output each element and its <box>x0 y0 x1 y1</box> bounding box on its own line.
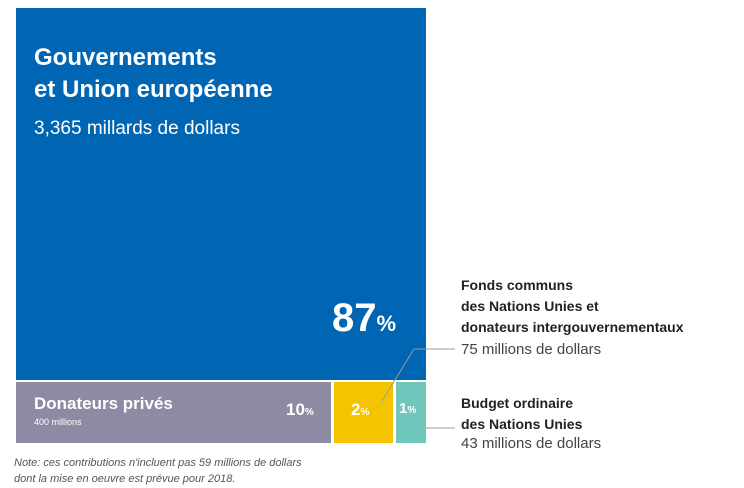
segment-pooled-funds <box>334 382 393 443</box>
footnote-line-2: dont la mise en oeuvre est prévue pour 2… <box>14 473 236 485</box>
percent-symbol: % <box>360 407 370 418</box>
pooled-funds-label: Fonds communs des Nations Unies et donat… <box>461 275 684 338</box>
regular-budget-percent: 1% <box>399 400 416 417</box>
governments-percent-value: 87 <box>332 296 377 340</box>
regular-budget-label-line-2: des Nations Unies <box>461 416 583 432</box>
percent-symbol: % <box>304 407 314 418</box>
regular-budget-amount: 43 millions de dollars <box>461 435 602 452</box>
private-donors-percent-value: 10 <box>286 400 305 419</box>
footnote-line-1: Note: ces contributions n'incluent pas 5… <box>14 457 302 469</box>
pooled-funds-label-line-1: Fonds communs <box>461 277 574 293</box>
regular-budget-percent-value: 1 <box>399 400 408 417</box>
governments-amount: 3,365 millards de dollars <box>34 118 240 139</box>
private-donors-amount: 400 millions <box>34 417 82 427</box>
pooled-funds-label-line-2: des Nations Unies et <box>461 298 599 314</box>
governments-label-line-1: Gouvernements <box>34 44 217 71</box>
pooled-funds-label-line-3: donateurs intergouvernementaux <box>461 319 684 335</box>
governments-label-line-2: et Union européenne <box>34 76 273 103</box>
governments-percent: 87% <box>332 296 396 341</box>
pooled-funds-leader-line <box>381 348 455 402</box>
segment-regular-budget <box>396 382 426 443</box>
percent-symbol: % <box>407 405 417 416</box>
segment-governments <box>16 8 426 380</box>
segment-private-donors <box>16 382 331 443</box>
regular-budget-label-line-1: Budget ordinaire <box>461 395 574 411</box>
pooled-funds-percent-value: 2 <box>351 400 361 419</box>
pooled-funds-amount: 75 millions de dollars <box>461 341 602 358</box>
regular-budget-label: Budget ordinaire des Nations Unies <box>461 393 582 435</box>
footnote: Note: ces contributions n'incluent pas 5… <box>14 455 302 487</box>
governments-label: Gouvernements et Union européenne <box>34 42 273 106</box>
private-donors-percent: 10% <box>286 400 314 420</box>
pooled-funds-percent: 2% <box>351 400 369 420</box>
percent-symbol: % <box>376 311 397 336</box>
private-donors-label: Donateurs privés <box>34 394 173 413</box>
